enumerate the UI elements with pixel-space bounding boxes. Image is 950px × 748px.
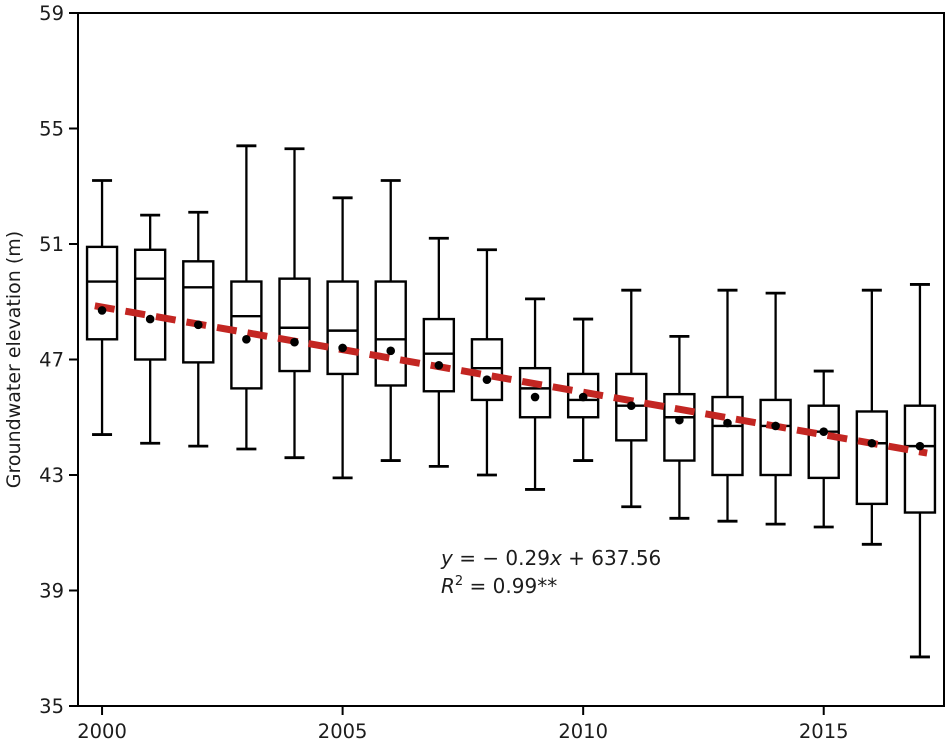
boxplot-year-2002 <box>182 210 215 448</box>
mean-dot-2005 <box>338 343 347 353</box>
boxplot-year-2007 <box>422 236 456 468</box>
boxplot-year-2003 <box>230 144 263 451</box>
box-series <box>85 144 937 659</box>
boxplot-year-2014 <box>759 291 792 526</box>
iqr-box <box>855 410 889 506</box>
mean-dot-2008 <box>482 375 492 385</box>
iqr-box <box>422 317 456 393</box>
mean-dot-2010 <box>578 392 588 402</box>
boxplot-year-2004 <box>278 147 311 460</box>
equation-text: y = − 0.29x + 637.56 <box>441 546 662 570</box>
mean-dot-2009 <box>530 392 540 402</box>
boxplot-year-2005 <box>326 196 359 480</box>
iqr-box <box>903 404 937 514</box>
mean-dot-2014 <box>771 421 780 431</box>
x-tick-label: 2005 <box>318 720 368 743</box>
mean-dot-2015 <box>819 427 829 436</box>
y-tick-label: 51 <box>39 233 64 256</box>
x-tick-label: 2000 <box>77 720 127 743</box>
iqr-box <box>374 280 407 387</box>
y-tick-label: 39 <box>39 580 64 603</box>
mean-dot-2011 <box>626 401 636 411</box>
trend-line <box>94 302 928 457</box>
mean-dot-2001 <box>145 314 155 324</box>
y-tick-label: 43 <box>39 464 64 487</box>
plot-border <box>77 12 945 707</box>
y-tick-label: 55 <box>39 118 64 141</box>
x-tick-label: 2010 <box>558 720 608 743</box>
boxplot-year-2017 <box>903 283 937 659</box>
mean-dot-2007 <box>434 360 444 370</box>
iqr-box <box>759 398 792 477</box>
mean-dot-2003 <box>242 334 251 344</box>
boxplot-year-2008 <box>470 248 504 477</box>
iqr-box <box>518 366 552 419</box>
x-tick-label: 2015 <box>799 720 849 743</box>
mean-dot-2017 <box>915 441 925 451</box>
iqr-box <box>711 395 744 477</box>
mean-dot-2016 <box>867 438 877 448</box>
iqr-box <box>182 260 215 364</box>
iqr-box <box>278 277 311 373</box>
boxplot-year-2001 <box>133 213 167 445</box>
mean-markers <box>97 306 925 451</box>
iqr-box <box>326 280 359 376</box>
mean-dot-2004 <box>290 337 299 347</box>
mean-dot-2000 <box>97 306 107 315</box>
y-tick-label: 47 <box>39 349 64 372</box>
boxplot-year-2016 <box>855 288 889 546</box>
iqr-box <box>663 392 696 462</box>
iqr-box <box>470 338 504 402</box>
boxplot-year-2006 <box>374 179 407 462</box>
boxplot-year-2012 <box>663 334 696 520</box>
mean-dot-2002 <box>193 320 203 330</box>
x-axis: 2000 2005 2010 2015 <box>77 706 849 743</box>
boxplot-year-2015 <box>807 369 840 529</box>
y-axis-label: Groundwater elevation (m) <box>3 231 25 488</box>
boxplot-year-2013 <box>711 288 744 523</box>
r-squared-text: R2 = 0.99** <box>441 574 558 598</box>
iqr-box <box>133 248 167 361</box>
y-tick-label: 59 <box>39 2 64 25</box>
mean-dot-2006 <box>386 346 396 356</box>
mean-dot-2012 <box>675 415 684 425</box>
iqr-box <box>807 404 840 480</box>
boxplot-year-2000 <box>85 179 119 436</box>
y-tick-label: 35 <box>39 695 64 718</box>
iqr-box <box>85 245 119 341</box>
trend-annotation: y = − 0.29x + 637.56 R2 = 0.99** <box>441 544 661 604</box>
boxplot-year-2009 <box>518 297 552 491</box>
mean-dot-2013 <box>723 418 732 428</box>
y-axis: 59 55 51 47 43 39 35 <box>39 2 78 718</box>
